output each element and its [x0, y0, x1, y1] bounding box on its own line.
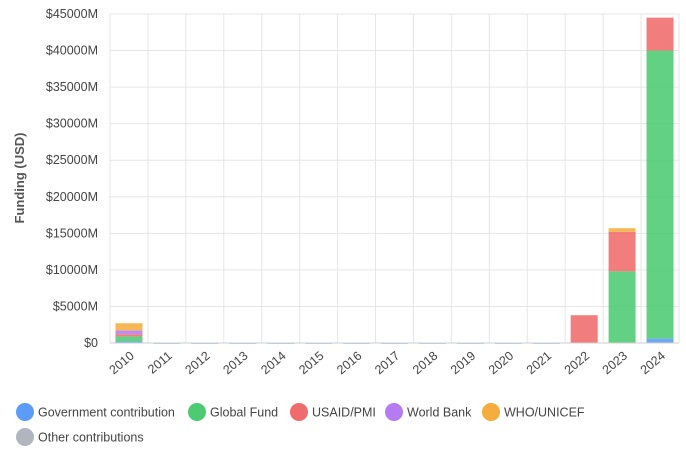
x-tick-label: 2024	[638, 349, 668, 378]
x-tick-label: 2022	[562, 349, 592, 378]
legend-label[interactable]: World Bank	[407, 406, 472, 420]
bars-layer	[115, 17, 674, 344]
y-tick-label: $10000M	[46, 263, 98, 277]
legend-label[interactable]: Government contribution	[38, 406, 175, 420]
bar-segment[interactable]	[646, 17, 674, 51]
y-tick-label: $30000M	[46, 117, 98, 131]
legend-swatch	[16, 428, 34, 446]
y-axis-title: Funding (USD)	[12, 133, 27, 224]
x-tick-label: 2012	[182, 349, 212, 378]
legend-swatch	[482, 403, 500, 421]
legend-label[interactable]: Global Fund	[210, 406, 278, 420]
x-tick-label: 2017	[372, 349, 402, 378]
legend-swatch	[385, 403, 403, 421]
legend: Government contribution Global Fund USAID/…	[16, 403, 585, 446]
bar-segment[interactable]	[570, 315, 598, 343]
bar-segment[interactable]	[608, 231, 636, 272]
legend-swatch	[16, 403, 34, 421]
y-tick-label: $25000M	[46, 153, 98, 167]
x-tick-label: 2020	[486, 349, 516, 378]
bar-segment[interactable]	[115, 336, 143, 342]
grid-layer	[109, 13, 680, 344]
y-tick-label: $5000M	[53, 299, 98, 313]
bar-segment[interactable]	[646, 338, 674, 343]
y-tick-label: $40000M	[46, 44, 98, 58]
bar-segment[interactable]	[608, 228, 636, 232]
x-tick-label: 2013	[220, 349, 250, 378]
x-tick-label: 2014	[258, 349, 288, 378]
legend-label[interactable]: Other contributions	[38, 431, 144, 445]
bar-segment[interactable]	[646, 50, 674, 339]
x-tick-label: 2015	[296, 349, 326, 378]
x-tick-label: 2011	[145, 349, 175, 377]
legend-swatch	[290, 403, 308, 421]
y-tick-label: $20000M	[46, 190, 98, 204]
y-tick-label: $15000M	[46, 226, 98, 240]
y-tick-label: $0	[84, 336, 98, 350]
legend-label[interactable]: USAID/PMI	[312, 406, 376, 420]
bar-segment[interactable]	[115, 330, 143, 335]
x-tick-label: 2023	[600, 349, 630, 378]
x-tick-label: 2010	[107, 349, 137, 378]
x-tick-label: 2016	[334, 349, 364, 378]
bar-segment[interactable]	[115, 323, 143, 331]
bar-segment[interactable]	[115, 341, 143, 343]
y-tick-label: $45000M	[46, 7, 98, 21]
x-tick-label: 2019	[448, 349, 478, 378]
bar-segment[interactable]	[115, 334, 143, 337]
legend-swatch	[188, 403, 206, 421]
legend-label[interactable]: WHO/UNICEF	[504, 406, 585, 420]
bar-segment[interactable]	[608, 271, 636, 343]
y-tick-label: $35000M	[46, 80, 98, 94]
x-tick-label: 2021	[524, 349, 554, 378]
x-tick-label: 2018	[410, 349, 440, 378]
